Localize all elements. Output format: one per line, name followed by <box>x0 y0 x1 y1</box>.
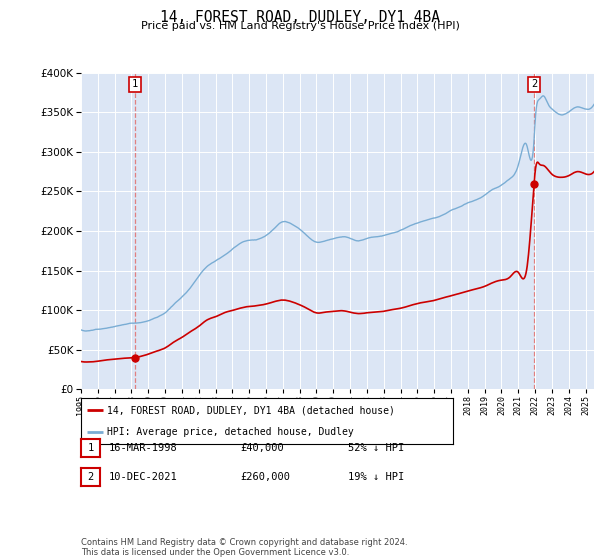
Text: 19% ↓ HPI: 19% ↓ HPI <box>348 472 404 482</box>
Text: £260,000: £260,000 <box>240 472 290 482</box>
Text: 14, FOREST ROAD, DUDLEY, DY1 4BA: 14, FOREST ROAD, DUDLEY, DY1 4BA <box>160 10 440 25</box>
Text: 52% ↓ HPI: 52% ↓ HPI <box>348 443 404 453</box>
Text: 16-MAR-1998: 16-MAR-1998 <box>109 443 178 453</box>
Text: 1: 1 <box>88 443 94 453</box>
Text: 10-DEC-2021: 10-DEC-2021 <box>109 472 178 482</box>
Text: £40,000: £40,000 <box>240 443 284 453</box>
Text: Price paid vs. HM Land Registry's House Price Index (HPI): Price paid vs. HM Land Registry's House … <box>140 21 460 31</box>
Text: 2: 2 <box>88 472 94 482</box>
Text: 14, FOREST ROAD, DUDLEY, DY1 4BA (detached house): 14, FOREST ROAD, DUDLEY, DY1 4BA (detach… <box>107 405 395 416</box>
Text: HPI: Average price, detached house, Dudley: HPI: Average price, detached house, Dudl… <box>107 427 354 437</box>
Text: 2: 2 <box>531 79 537 89</box>
Text: Contains HM Land Registry data © Crown copyright and database right 2024.
This d: Contains HM Land Registry data © Crown c… <box>81 538 407 557</box>
Text: 1: 1 <box>132 79 138 89</box>
